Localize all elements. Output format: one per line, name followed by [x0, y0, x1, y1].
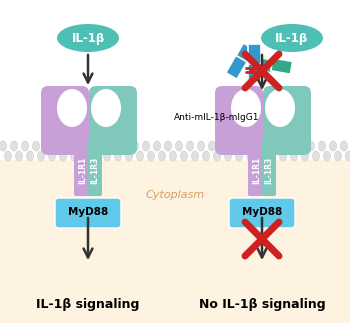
- Ellipse shape: [0, 141, 7, 151]
- FancyBboxPatch shape: [261, 140, 276, 196]
- Ellipse shape: [301, 151, 308, 161]
- Ellipse shape: [280, 151, 287, 161]
- Ellipse shape: [175, 141, 182, 151]
- Ellipse shape: [181, 151, 188, 161]
- Ellipse shape: [236, 151, 243, 161]
- Ellipse shape: [313, 151, 320, 161]
- Text: IL-1β signaling: IL-1β signaling: [36, 298, 140, 311]
- Ellipse shape: [70, 151, 77, 161]
- Bar: [233, 43, 255, 67]
- Bar: [247, 62, 260, 82]
- Ellipse shape: [98, 141, 105, 151]
- Ellipse shape: [57, 24, 119, 52]
- Ellipse shape: [65, 141, 72, 151]
- FancyBboxPatch shape: [215, 86, 263, 155]
- FancyBboxPatch shape: [248, 140, 263, 196]
- Ellipse shape: [154, 141, 161, 151]
- Ellipse shape: [27, 151, 34, 161]
- Ellipse shape: [136, 151, 144, 161]
- FancyBboxPatch shape: [55, 198, 121, 228]
- Ellipse shape: [164, 141, 172, 151]
- Ellipse shape: [77, 141, 84, 151]
- Ellipse shape: [159, 151, 166, 161]
- Bar: [247, 44, 260, 64]
- Ellipse shape: [88, 141, 94, 151]
- Text: MyD88: MyD88: [242, 207, 282, 217]
- Ellipse shape: [261, 24, 323, 52]
- Ellipse shape: [246, 151, 253, 161]
- Text: IL-1R1: IL-1R1: [78, 156, 88, 183]
- Ellipse shape: [126, 151, 133, 161]
- Ellipse shape: [110, 141, 117, 151]
- Ellipse shape: [49, 151, 56, 161]
- Text: Anti-mIL-1β-mIgG1: Anti-mIL-1β-mIgG1: [174, 113, 260, 122]
- Bar: [271, 58, 293, 74]
- FancyBboxPatch shape: [89, 86, 137, 155]
- Text: No IL-1β signaling: No IL-1β signaling: [199, 298, 325, 311]
- Ellipse shape: [219, 141, 226, 151]
- Ellipse shape: [60, 151, 66, 161]
- Ellipse shape: [274, 141, 281, 151]
- Ellipse shape: [290, 151, 298, 161]
- Bar: [253, 57, 275, 73]
- Ellipse shape: [203, 151, 210, 161]
- Ellipse shape: [197, 141, 204, 151]
- Ellipse shape: [214, 151, 220, 161]
- Ellipse shape: [224, 151, 231, 161]
- Ellipse shape: [296, 141, 303, 151]
- Ellipse shape: [55, 141, 62, 151]
- Ellipse shape: [15, 151, 22, 161]
- Text: IL-1R3: IL-1R3: [265, 156, 273, 183]
- Ellipse shape: [33, 141, 40, 151]
- Ellipse shape: [264, 141, 271, 151]
- Ellipse shape: [91, 89, 121, 127]
- Ellipse shape: [308, 141, 315, 151]
- Text: IL-1β: IL-1β: [275, 32, 309, 45]
- Ellipse shape: [258, 151, 265, 161]
- Ellipse shape: [286, 141, 293, 151]
- Ellipse shape: [147, 151, 154, 161]
- Ellipse shape: [209, 141, 216, 151]
- Ellipse shape: [341, 141, 348, 151]
- Ellipse shape: [318, 141, 326, 151]
- Ellipse shape: [10, 141, 18, 151]
- FancyBboxPatch shape: [41, 86, 89, 155]
- Ellipse shape: [191, 151, 198, 161]
- Ellipse shape: [323, 151, 330, 161]
- Ellipse shape: [187, 141, 194, 151]
- Ellipse shape: [345, 151, 350, 161]
- Ellipse shape: [43, 141, 50, 151]
- Text: IL-1R1: IL-1R1: [252, 156, 261, 183]
- Ellipse shape: [92, 151, 99, 161]
- Ellipse shape: [5, 151, 12, 161]
- Ellipse shape: [231, 141, 238, 151]
- Bar: [226, 56, 247, 79]
- Ellipse shape: [335, 151, 342, 161]
- Ellipse shape: [21, 141, 28, 151]
- Text: IL-1β: IL-1β: [71, 32, 105, 45]
- Ellipse shape: [120, 141, 127, 151]
- Ellipse shape: [114, 151, 121, 161]
- Ellipse shape: [104, 151, 111, 161]
- Bar: [0, 160, 350, 323]
- Ellipse shape: [57, 89, 87, 127]
- FancyBboxPatch shape: [229, 198, 295, 228]
- Ellipse shape: [169, 151, 176, 161]
- Ellipse shape: [82, 151, 89, 161]
- Text: Cytoplasm: Cytoplasm: [145, 190, 205, 200]
- FancyBboxPatch shape: [74, 140, 89, 196]
- FancyBboxPatch shape: [87, 140, 102, 196]
- Ellipse shape: [252, 141, 259, 151]
- Ellipse shape: [142, 141, 149, 151]
- Ellipse shape: [37, 151, 44, 161]
- Text: MyD88: MyD88: [68, 207, 108, 217]
- Ellipse shape: [231, 89, 261, 127]
- Ellipse shape: [241, 141, 248, 151]
- Ellipse shape: [268, 151, 275, 161]
- Ellipse shape: [265, 89, 295, 127]
- Ellipse shape: [132, 141, 139, 151]
- Text: IL-1R3: IL-1R3: [91, 156, 99, 183]
- FancyBboxPatch shape: [263, 86, 311, 155]
- Ellipse shape: [329, 141, 336, 151]
